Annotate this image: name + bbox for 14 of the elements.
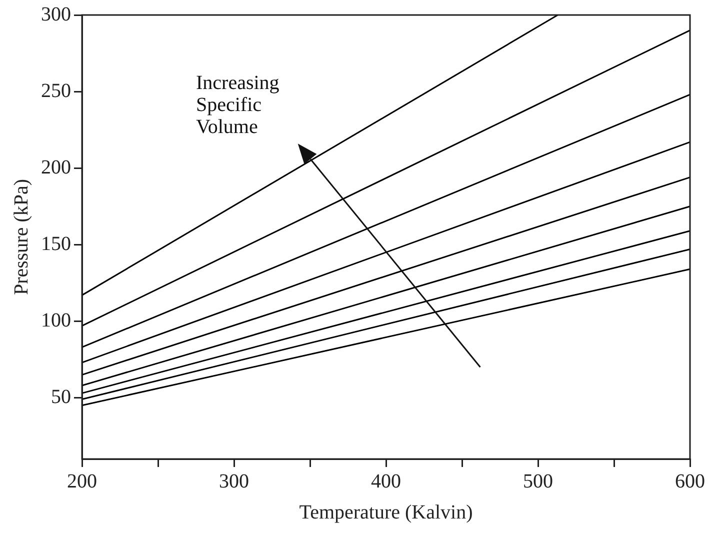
x-axis-title: Temperature (Kalvin) (299, 501, 473, 524)
y-axis-title: Pressure (kPa) (10, 178, 32, 296)
x-tick-label: 600 (675, 470, 705, 492)
x-tick-label: 500 (523, 470, 553, 492)
x-tick-label: 300 (219, 470, 249, 492)
y-tick-label: 300 (41, 3, 71, 26)
y-tick-label: 200 (41, 156, 71, 178)
y-tick-label: 100 (41, 309, 71, 332)
x-tick-label: 400 (371, 470, 401, 492)
y-tick-label: 150 (41, 232, 71, 255)
y-tick-label: 250 (41, 80, 71, 102)
annotation: Increasing Specific Volume (196, 72, 280, 138)
y-tick-label: 50 (51, 386, 71, 408)
x-tick-label: 200 (67, 470, 97, 492)
